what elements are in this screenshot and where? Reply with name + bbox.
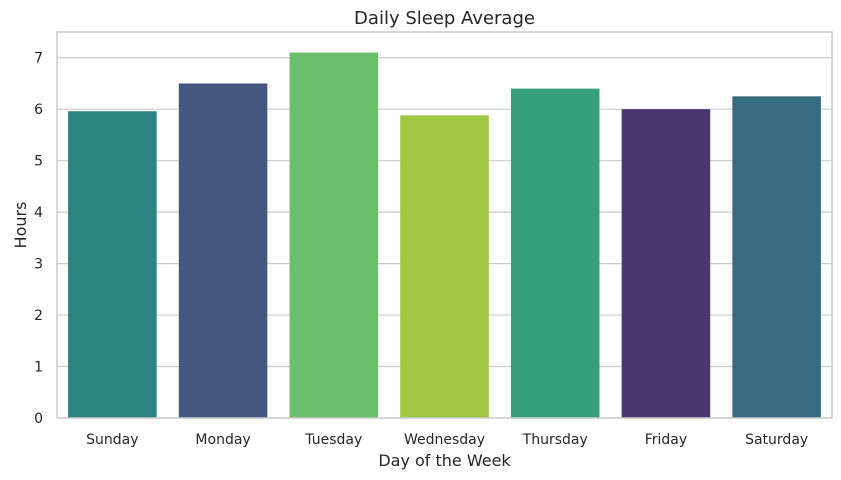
- bars: [68, 52, 821, 418]
- y-tick-label: 2: [34, 308, 43, 324]
- bar-friday: [621, 109, 711, 418]
- x-tick-label: Saturday: [745, 432, 808, 448]
- bar-thursday: [510, 88, 600, 418]
- bar-monday: [178, 83, 268, 418]
- chart-title: Daily Sleep Average: [354, 8, 535, 29]
- x-tick-label: Tuesday: [304, 432, 362, 448]
- x-tick-label: Wednesday: [404, 432, 485, 448]
- x-tick-label: Friday: [645, 432, 687, 448]
- y-tick-label: 5: [34, 154, 43, 170]
- x-tick-labels: Sunday Monday Tuesday Wednesday Thursday Frid…: [86, 432, 808, 448]
- y-tick-label: 6: [34, 102, 43, 118]
- y-tick-label: 1: [34, 360, 43, 376]
- bar-saturday: [732, 96, 821, 418]
- plot-frame: [56, 31, 833, 419]
- y-axis-label: Hours: [11, 202, 30, 249]
- bar-tuesday: [289, 52, 379, 418]
- y-tick-label: 4: [34, 205, 43, 221]
- y-tick-labels: 0 1 2 3 4 5 6 7: [34, 51, 43, 427]
- y-tick-label: 0: [34, 411, 43, 427]
- x-tick-label: Sunday: [86, 432, 138, 448]
- bar-sunday: [68, 111, 157, 418]
- x-tick-label: Monday: [195, 432, 250, 448]
- bar-wednesday: [400, 115, 489, 418]
- x-axis-label: Day of the Week: [378, 451, 511, 470]
- y-tick-label: 3: [34, 257, 43, 273]
- y-tick-label: 7: [34, 51, 43, 67]
- x-tick-label: Thursday: [522, 432, 588, 448]
